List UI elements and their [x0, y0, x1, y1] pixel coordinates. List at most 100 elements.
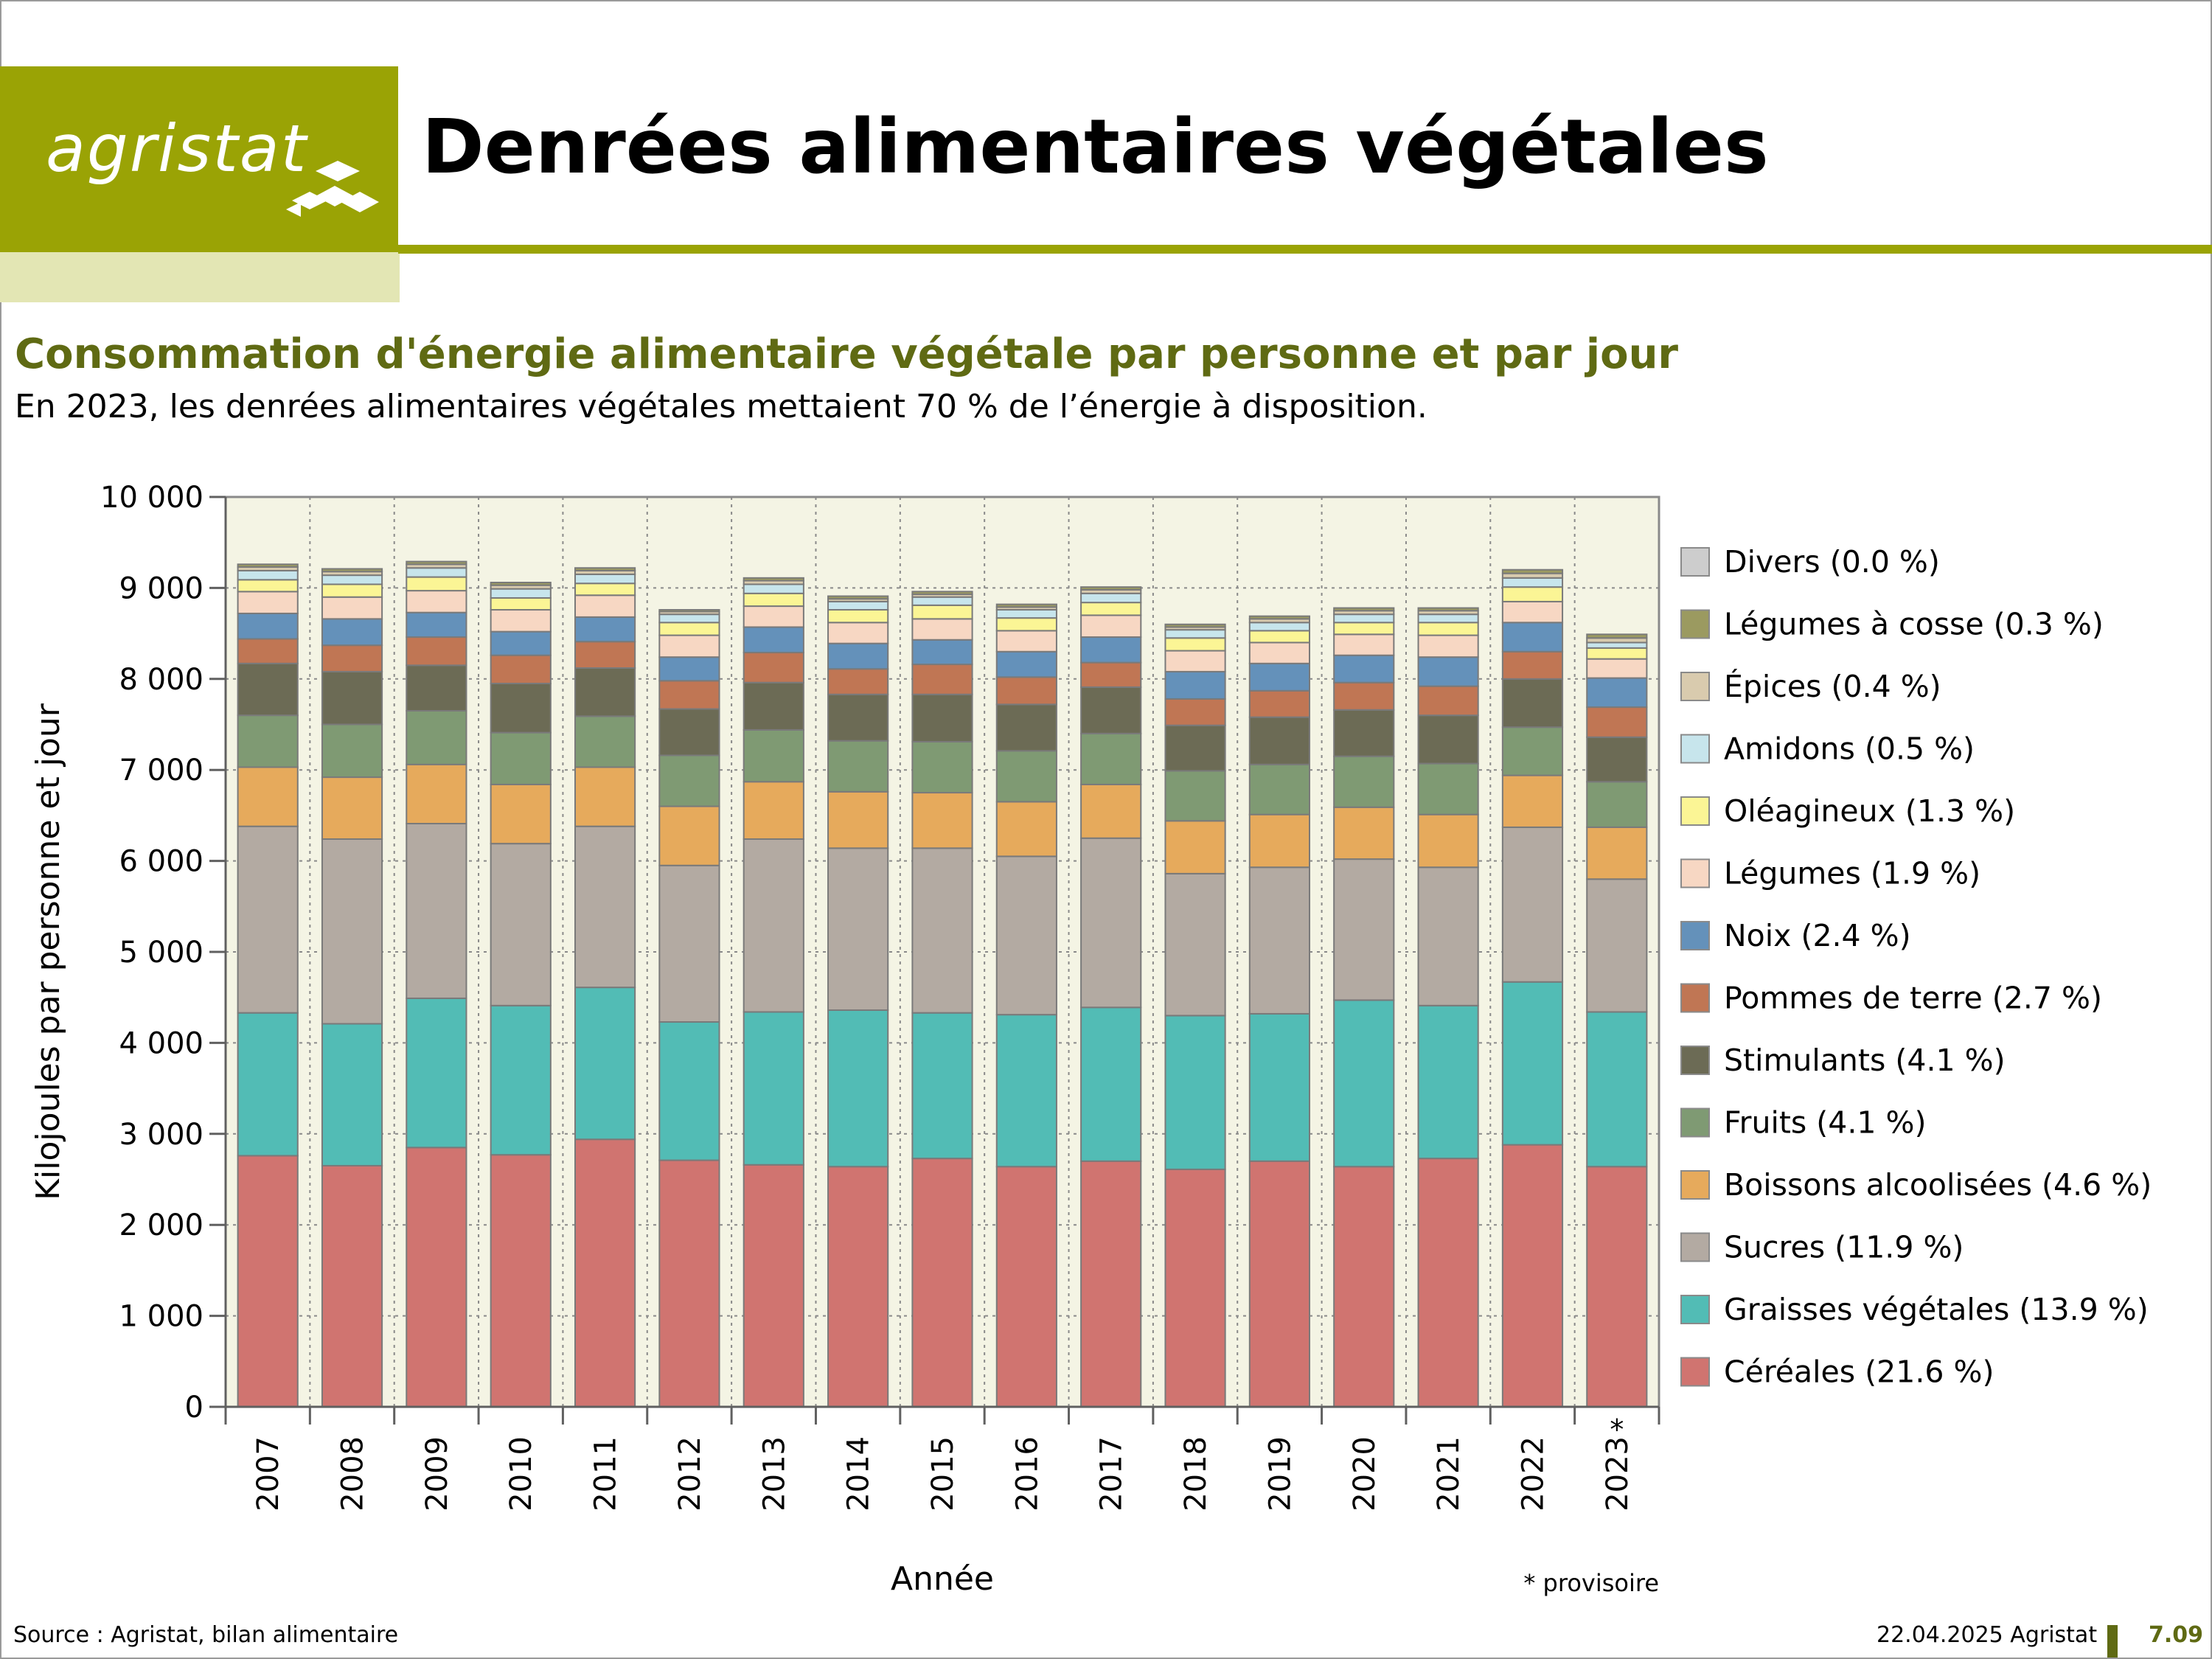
bar-segment — [490, 682, 552, 734]
legend-label: Sucres (11.9 %) — [1724, 1230, 1964, 1265]
bar-segment — [321, 670, 383, 726]
bar-segment — [742, 1011, 804, 1166]
bar-segment — [827, 622, 889, 644]
x-tick-label: 2015 — [926, 1436, 960, 1512]
bar-segment — [827, 847, 889, 1011]
y-tick-label: 5 000 — [119, 936, 204, 970]
bar-segment — [742, 728, 804, 783]
y-tick-label: 2 000 — [119, 1208, 204, 1242]
bar-segment — [237, 714, 299, 768]
bar-segment — [1248, 615, 1311, 620]
bar-segment — [742, 605, 804, 628]
x-tick-label: 2009 — [420, 1436, 454, 1512]
bar-segment — [490, 630, 552, 656]
bar-segment — [911, 847, 973, 1014]
bar-segment — [1501, 650, 1564, 680]
legend-label: Graisses végétales (13.9 %) — [1724, 1292, 2149, 1327]
bar-segment — [911, 604, 973, 620]
bar-segment — [237, 563, 299, 568]
bar-segment — [911, 596, 973, 606]
bar-segment — [995, 650, 1057, 678]
x-tick-label: 2018 — [1179, 1436, 1213, 1512]
bar-segment — [237, 638, 299, 664]
legend-label: Pommes de terre (2.7 %) — [1724, 981, 2102, 1016]
bar-segment — [1164, 820, 1226, 874]
bar-segment — [406, 997, 467, 1149]
bar-segment — [406, 823, 467, 999]
legend-swatch — [1680, 1232, 1710, 1262]
bar-segment — [1164, 698, 1226, 726]
legend-swatch — [1680, 734, 1710, 764]
bar-segment — [1164, 670, 1226, 700]
bar-segment — [1417, 1004, 1479, 1160]
bar-segment — [574, 715, 636, 768]
bar-segment — [1333, 806, 1395, 860]
bar-segment — [995, 630, 1057, 653]
bar-segment — [911, 740, 973, 794]
chart-subtitle: Consommation d'énergie alimentaire végét… — [15, 330, 1679, 378]
x-tick-label: 2016 — [1010, 1436, 1044, 1512]
bar-segment — [1333, 654, 1395, 684]
bar-segment — [995, 603, 1057, 608]
bar-segment — [911, 664, 973, 695]
bar-segment — [406, 567, 467, 578]
bar-segment — [321, 583, 383, 598]
bar-segment — [1501, 1144, 1564, 1408]
bar-segment — [827, 642, 889, 670]
x-tick-label: 2013 — [757, 1436, 791, 1512]
x-axis-title: Année — [891, 1560, 994, 1598]
bar-segment — [237, 579, 299, 593]
bar-segment — [406, 763, 467, 825]
bar-segment — [1080, 661, 1142, 688]
bar-segment — [1080, 614, 1142, 639]
bar-segment — [1586, 658, 1648, 679]
bar-segment — [321, 838, 383, 1025]
bar-segment — [658, 613, 720, 624]
bar-segment — [995, 1014, 1057, 1168]
bar-segment — [490, 581, 552, 586]
bar-segment — [995, 1166, 1057, 1408]
bar-segment — [1080, 1006, 1142, 1162]
bar-segment — [490, 609, 552, 633]
bar-segment — [1333, 607, 1395, 612]
bar-segment — [1586, 706, 1648, 738]
bar-segment — [995, 617, 1057, 632]
bar-segment — [490, 843, 552, 1006]
footer-date: 22.04.2025 Agristat — [1877, 1622, 2098, 1648]
bar-segment — [406, 636, 467, 667]
bar-segment — [490, 654, 552, 684]
bar-segment — [827, 1009, 889, 1168]
bar-segment — [827, 693, 889, 742]
bar-segment — [742, 592, 804, 608]
bar-segment — [1248, 866, 1311, 1015]
bar-segment — [827, 600, 889, 611]
bar-segment — [911, 693, 973, 742]
bar-segment — [1080, 602, 1142, 616]
legend-label: Noix (2.4 %) — [1724, 918, 1911, 953]
bar-segment — [1248, 622, 1311, 632]
legend-label: Céréales (21.6 %) — [1724, 1354, 1994, 1390]
x-tick-label: 2011 — [589, 1436, 623, 1512]
y-tick-label: 6 000 — [119, 845, 204, 879]
legend-swatch — [1680, 1107, 1710, 1138]
legend-label: Oléagineux (1.3 %) — [1724, 793, 2015, 829]
bar-segment — [1164, 1015, 1226, 1170]
bar-segment — [995, 855, 1057, 1016]
bar-segment — [1080, 1160, 1142, 1408]
bar-segment — [406, 664, 467, 712]
bar-segment — [1586, 736, 1648, 783]
legend-swatch — [1680, 609, 1710, 639]
bar-segment — [237, 1012, 299, 1157]
bar-segment — [406, 709, 467, 765]
legend-swatch — [1680, 672, 1710, 701]
bar-segment — [1586, 878, 1648, 1013]
header-rule — [398, 245, 2212, 254]
legend-swatch — [1680, 796, 1710, 826]
bar-segment — [1333, 709, 1395, 757]
bar-segment — [1333, 681, 1395, 711]
bar-segment — [406, 576, 467, 592]
x-tick-label: 2020 — [1348, 1436, 1382, 1512]
bar-segment — [911, 618, 973, 641]
